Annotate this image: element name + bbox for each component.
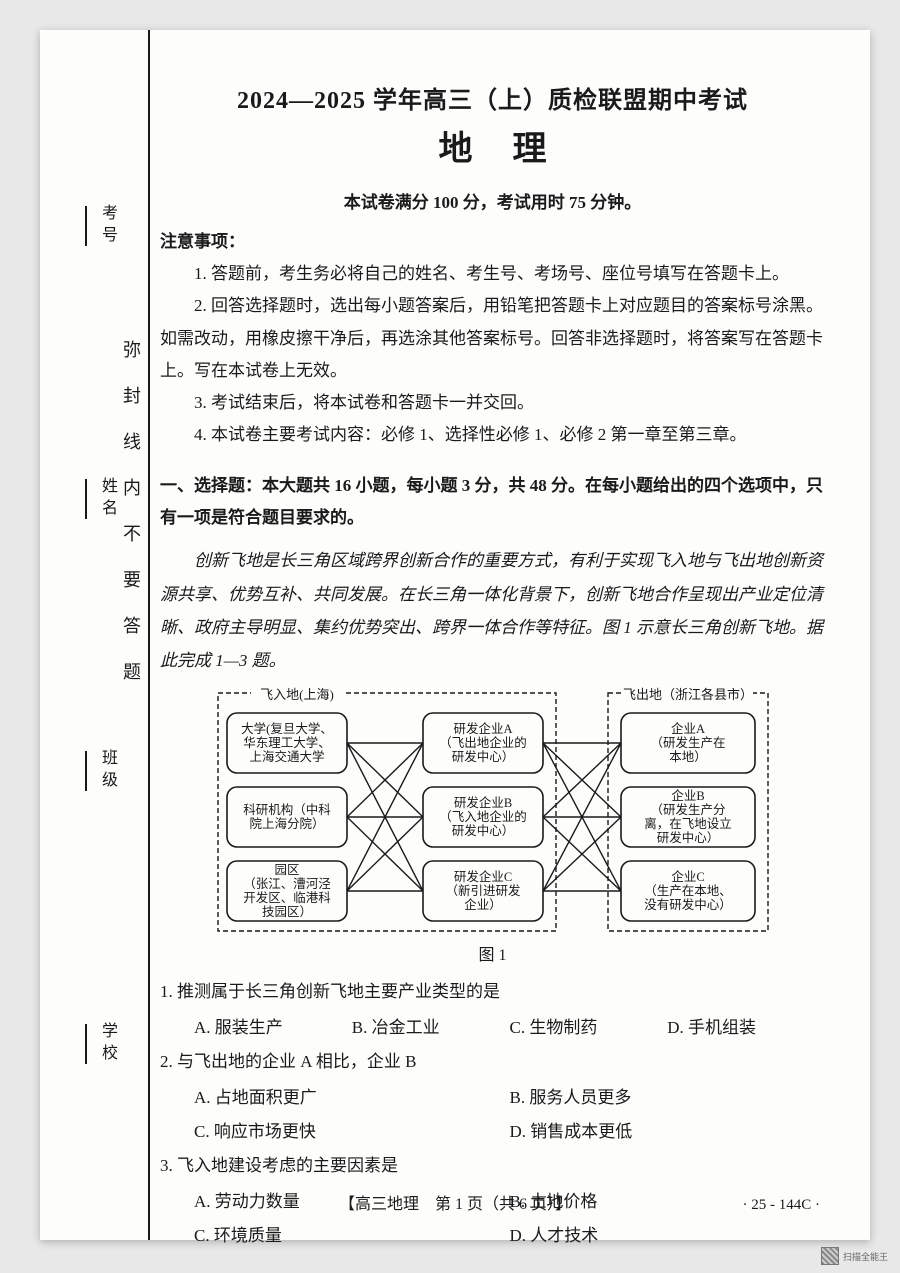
svg-text:（飞出地企业的: （飞出地企业的 [439,735,527,750]
exam-page: 考号 姓名 班级 学校 弥封线内不要答题 2024—2025 学年高三（上）质检… [40,30,870,1240]
question-options: A. 服装生产B. 冶金工业C. 生物制药D. 手机组装 [160,1011,825,1045]
question-stem: 3. 飞入地建设考虑的主要因素是 [160,1149,825,1183]
svg-text:离，在飞地设立: 离，在飞地设立 [644,816,732,831]
scan-label: 扫描全能王 [843,1250,888,1263]
svg-text:研发中心）: 研发中心） [656,830,719,845]
option: B. 冶金工业 [352,1011,510,1045]
svg-text:（张江、漕河泾: （张江、漕河泾 [243,876,331,891]
svg-text:企业C: 企业C [671,869,704,884]
option: B. 服务人员更多 [510,1081,826,1115]
notice-item: 3. 考试结束后，将本试卷和答题卡一并交回。 [160,387,825,419]
option: C. 环境质量 [194,1219,510,1253]
svg-text:院上海分院）: 院上海分院） [249,816,324,831]
notice-item: 4. 本试卷主要考试内容：必修 1、选择性必修 1、必修 2 第一章至第三章。 [160,419,825,451]
svg-text:本地）: 本地） [669,750,707,764]
option: C. 响应市场更快 [194,1115,510,1149]
svg-text:科研机构（中科: 科研机构（中科 [243,802,331,817]
svg-text:飞入地(上海): 飞入地(上海) [260,687,334,702]
question-options: A. 占地面积更广B. 服务人员更多C. 响应市场更快D. 销售成本更低 [160,1081,825,1149]
svg-text:研发企业C: 研发企业C [453,869,511,884]
svg-text:开发区、临港科: 开发区、临港科 [243,890,331,905]
question-stem: 2. 与飞出地的企业 A 相比，企业 B [160,1045,825,1079]
svg-text:研发企业A: 研发企业A [453,721,512,736]
svg-text:大学(复旦大学、: 大学(复旦大学、 [241,721,333,736]
qr-icon [821,1247,839,1265]
svg-text:园区: 园区 [274,863,299,877]
svg-text:飞出地（浙江各县市）: 飞出地（浙江各县市） [622,687,752,702]
option: D. 销售成本更低 [510,1115,826,1149]
svg-text:（生产在本地、: （生产在本地、 [644,884,732,898]
binding-margin: 考号 姓名 班级 学校 弥封线内不要答题 [40,30,150,1240]
exam-subject: 地理 [160,121,825,170]
notice-list: 1. 答题前，考生务必将自己的姓名、考生号、考场号、座位号填写在答题卡上。 2.… [160,258,825,452]
binding-label: 考号 [77,202,119,250]
option: D. 手机组装 [667,1011,825,1045]
svg-text:研发中心）: 研发中心） [451,749,514,764]
figure-caption: 图 1 [160,941,825,965]
exam-title: 2024—2025 学年高三（上）质检联盟期中考试 [160,80,825,115]
binding-label: 班级 [77,747,119,795]
svg-text:上海交通大学: 上海交通大学 [249,749,324,764]
binding-label: 学校 [77,1020,119,1068]
footer-center: 【高三地理 第 1 页（共 6 页）】 [339,1196,571,1213]
svg-text:企业）: 企业） [464,897,502,912]
binding-warning: 弥封线内不要答题 [118,340,144,708]
svg-text:没有研发中心）: 没有研发中心） [644,897,732,912]
scan-badge: 扫描全能王 [821,1247,888,1265]
svg-text:企业A: 企业A [670,721,704,736]
notice-item: 2. 回答选择题时，选出每小题答案后，用铅笔把答题卡上对应题目的答案标号涂黑。如… [160,290,825,387]
page-footer: 【高三地理 第 1 页（共 6 页）】 · 25 - 144C · [40,1190,870,1214]
svg-text:企业B: 企业B [671,788,704,803]
passage-text: 创新飞地是长三角区域跨界创新合作的重要方式，有利于实现飞入地与飞出地创新资源共享… [160,544,825,677]
svg-text:（研发生产在: （研发生产在 [650,735,725,750]
svg-text:（飞入地企业的: （飞入地企业的 [439,809,527,824]
svg-text:研发中心）: 研发中心） [451,823,514,838]
notice-item: 1. 答题前，考生务必将自己的姓名、考生号、考场号、座位号填写在答题卡上。 [160,258,825,290]
svg-text:（新引进研发: （新引进研发 [445,883,521,898]
notice-heading: 注意事项： [160,227,825,252]
option: A. 服装生产 [194,1011,352,1045]
binding-label: 姓名 [77,475,119,523]
svg-text:（研发生产分: （研发生产分 [650,802,725,817]
option: C. 生物制药 [510,1011,668,1045]
option: A. 占地面积更广 [194,1081,510,1115]
footer-code: · 25 - 144C · [743,1197,821,1214]
svg-text:技园区）: 技园区） [261,905,311,919]
svg-text:华东理工大学、: 华东理工大学、 [243,735,331,750]
question-stem: 1. 推测属于长三角创新飞地主要产业类型的是 [160,975,825,1009]
svg-text:研发企业B: 研发企业B [453,795,511,810]
exam-meta: 本试卷满分 100 分，考试用时 75 分钟。 [160,188,825,213]
figure-1: 飞入地(上海) 飞出地（浙江各县市） 大学(复旦大学、华东理工大学、上海交通大学科研… [213,687,773,937]
section-heading: 一、选择题：本大题共 16 小题，每小题 3 分，共 48 分。在每小题给出的四… [160,470,825,535]
option: D. 人才技术 [510,1219,826,1253]
content-area: 2024—2025 学年高三（上）质检联盟期中考试 地理 本试卷满分 100 分… [160,80,825,1253]
